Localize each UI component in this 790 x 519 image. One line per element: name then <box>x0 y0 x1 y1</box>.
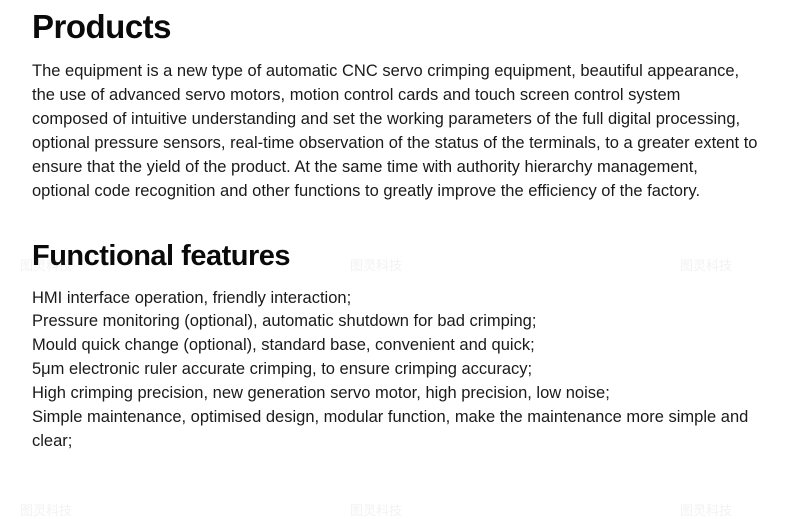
feature-item: Simple maintenance, optimised design, mo… <box>32 406 758 454</box>
watermark: 图灵科技 <box>680 500 732 519</box>
watermark: 图灵科技 <box>20 500 72 519</box>
watermark: 图灵科技 <box>350 500 402 519</box>
feature-item: HMI interface operation, friendly intera… <box>32 287 758 311</box>
products-description: The equipment is a new type of automatic… <box>32 60 758 204</box>
feature-item: 5μm electronic ruler accurate crimping, … <box>32 358 758 382</box>
feature-item: Mould quick change (optional), standard … <box>32 334 758 358</box>
features-list: HMI interface operation, friendly intera… <box>32 287 758 454</box>
products-heading: Products <box>32 8 758 46</box>
feature-item: High crimping precision, new generation … <box>32 382 758 406</box>
feature-item: Pressure monitoring (optional), automati… <box>32 310 758 334</box>
features-heading: Functional features <box>32 240 758 273</box>
